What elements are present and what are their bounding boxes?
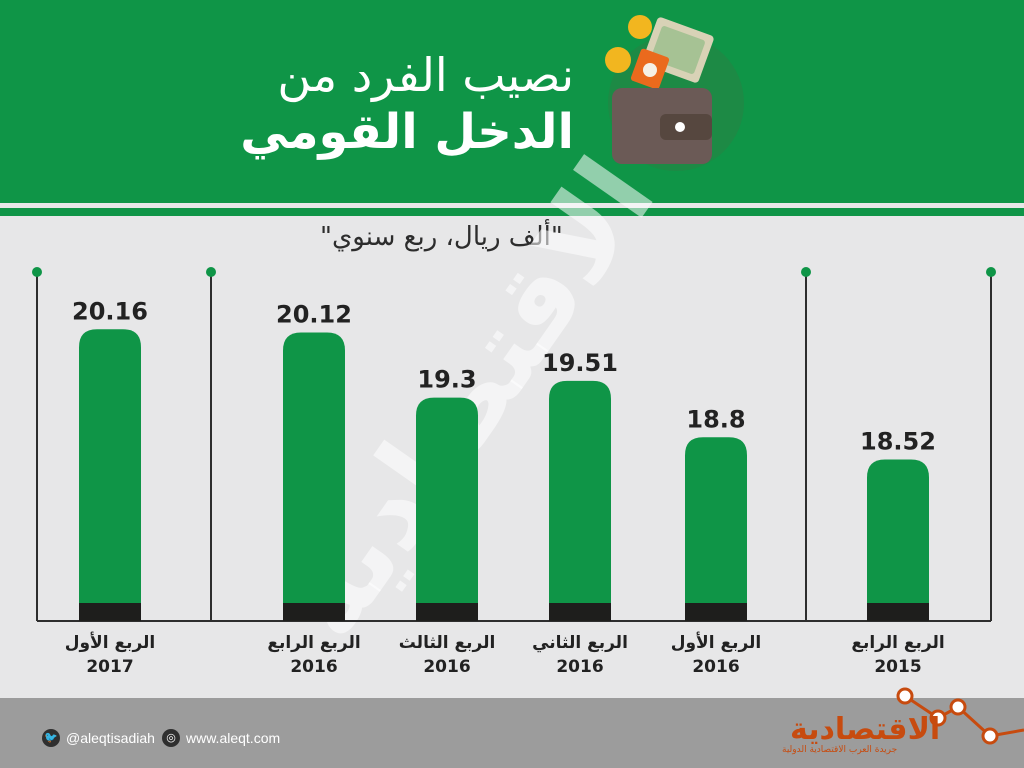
twitter-handle[interactable]: @aleqtisadiah (66, 730, 155, 746)
category-year-label: 2015 (874, 657, 921, 677)
category-quarter-label: الربع الأول (65, 632, 156, 653)
category-year-label: 2016 (290, 657, 337, 677)
value-label: 19.51 (542, 349, 618, 377)
bar-base (867, 603, 929, 621)
divider-dot (986, 267, 996, 277)
website-link[interactable]: www.aleqt.com (186, 730, 281, 746)
header-banner (0, 0, 1024, 203)
bar (416, 397, 478, 621)
bar (283, 332, 345, 621)
category-quarter-label: الربع الرابع (267, 633, 360, 653)
brand-tagline: جريدة العرب الاقتصادية الدولية (782, 745, 898, 755)
bars-group: 18.52 الربع الرابع 2015 18.8 الربع الأول 2016… (65, 297, 945, 677)
header-divider (0, 208, 1024, 216)
wallet-icon (605, 15, 744, 171)
bar-base (283, 603, 345, 621)
value-label: 19.3 (417, 366, 476, 394)
value-label: 18.8 (686, 405, 745, 433)
bar-base (685, 603, 747, 621)
bar (867, 459, 929, 621)
value-label: 18.52 (860, 428, 936, 456)
category-year-label: 2016 (692, 657, 739, 677)
value-label: 20.16 (72, 297, 148, 325)
category-quarter-label: الربع الرابع (851, 633, 944, 653)
category-year-label: 2016 (423, 657, 470, 677)
unit-label: "ألف ريال، ربع سنوي" (320, 222, 563, 252)
bar (685, 437, 747, 621)
page-title-line1: نصيب الفرد من (277, 48, 574, 102)
bar (549, 380, 611, 621)
category-year-label: 2016 (556, 657, 603, 677)
bar (79, 329, 141, 621)
bar-base (79, 603, 141, 621)
bar-base (549, 603, 611, 621)
category-year-label: 2017 (86, 657, 133, 677)
divider-dot (206, 267, 216, 277)
bar-base (416, 603, 478, 621)
brand-logo-name: الاقتصادية (790, 712, 941, 747)
page-title-line2: الدخل القومي (240, 104, 574, 160)
divider-dot (801, 267, 811, 277)
category-quarter-label: الربع الثاني (532, 633, 628, 653)
divider-dot (32, 267, 42, 277)
category-quarter-label: الربع الثالث (399, 633, 496, 653)
chart-frame (32, 267, 996, 622)
category-quarter-label: الربع الأول (671, 632, 762, 653)
web-icon[interactable]: ◎ (162, 729, 180, 747)
value-label: 20.12 (276, 300, 352, 328)
twitter-icon[interactable]: 🐦 (42, 729, 60, 747)
